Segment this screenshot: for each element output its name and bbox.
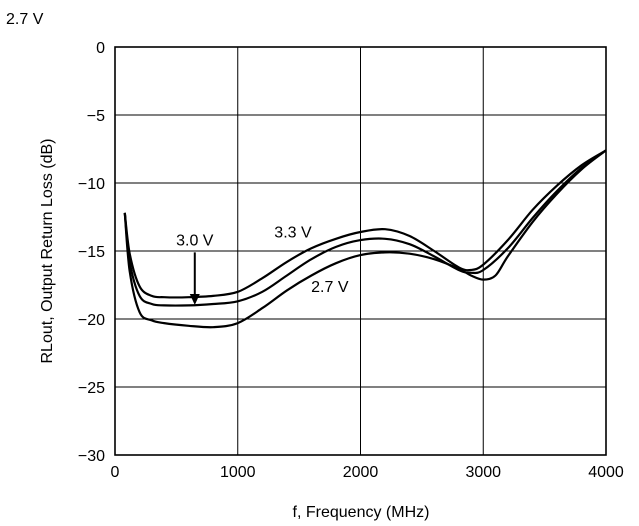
plot-frame: [114, 46, 607, 456]
annotation-label: 3.3 V: [274, 224, 312, 241]
series-line-3-3-V: [123, 149, 607, 299]
corner-label: 2.7 V: [6, 11, 44, 28]
y-tick-label: −10: [78, 176, 105, 193]
x-tick-label: 4000: [588, 464, 624, 481]
series-line-2-7-V: [123, 149, 607, 329]
series-group: [123, 149, 607, 329]
annotation-label: 3.0 V: [176, 233, 214, 250]
x-tick-label: 0: [111, 464, 120, 481]
x-tick-label: 3000: [465, 464, 501, 481]
y-tick-label: −15: [78, 244, 105, 261]
grid: [115, 47, 606, 455]
x-tick-label: 2000: [343, 464, 379, 481]
y-tick-label: −25: [78, 380, 105, 397]
annotation-arrow-head: [189, 294, 200, 306]
y-tick-label: −30: [78, 448, 105, 465]
y-tick-label: −5: [87, 108, 105, 125]
series-line-3-0-V: [123, 149, 607, 307]
tick-labels: 0 1000 2000 3000 4000 0 −5 −10 −15 −20 −25 −30: [78, 40, 624, 481]
annotations: 3.0 V 3.3 V 2.7 V: [176, 224, 349, 306]
annotation-label: 2.7 V: [311, 279, 349, 296]
y-axis-label: RLout, Output Return Loss (dB): [39, 139, 56, 364]
x-axis-label: f, Frequency (MHz): [293, 504, 430, 521]
x-tick-label: 1000: [220, 464, 256, 481]
y-tick-label: 0: [96, 40, 105, 57]
y-tick-label: −20: [78, 312, 105, 329]
